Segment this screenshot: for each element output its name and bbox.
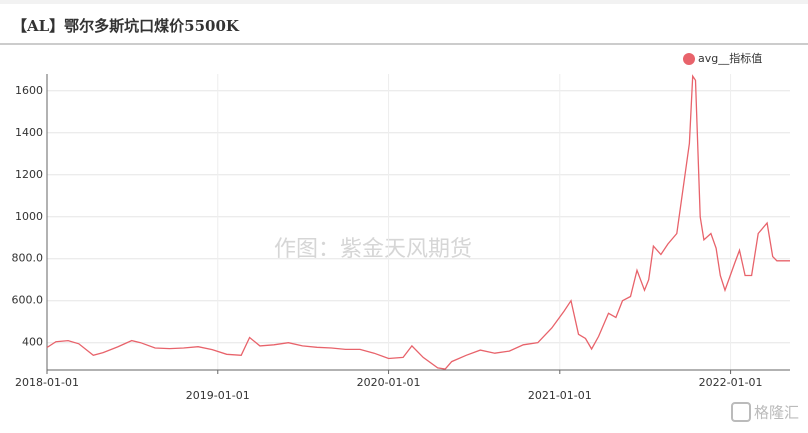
y-tick-label: 400 [22,336,43,349]
x-tick-label: 2019-01-01 [186,389,250,402]
y-tick-label: 1000 [15,210,43,223]
y-tick-label: 1400 [15,126,43,139]
logo: 格隆汇 [754,404,799,422]
x-tick-label: 2021-01-01 [528,389,592,402]
top-bar [0,0,808,4]
x-tick-label: 2020-01-01 [357,376,421,389]
legend-marker [683,53,695,65]
y-tick-label: 1200 [15,168,43,181]
x-tick-label: 2018-01-01 [15,376,79,389]
watermark: 作图：紫金天风期货 [274,237,472,262]
x-tick-label: 2022-01-01 [699,376,763,389]
y-tick-label: 600.0 [12,294,44,307]
y-tick-label: 800.0 [12,252,44,265]
line-series [46,74,790,370]
y-tick-label: 1600 [15,84,43,97]
legend-label: avg__指标值 [698,51,762,65]
logo-icon [731,402,751,422]
chart-title: 【AL】鄂尔多斯坑口煤价5500K [12,17,240,35]
